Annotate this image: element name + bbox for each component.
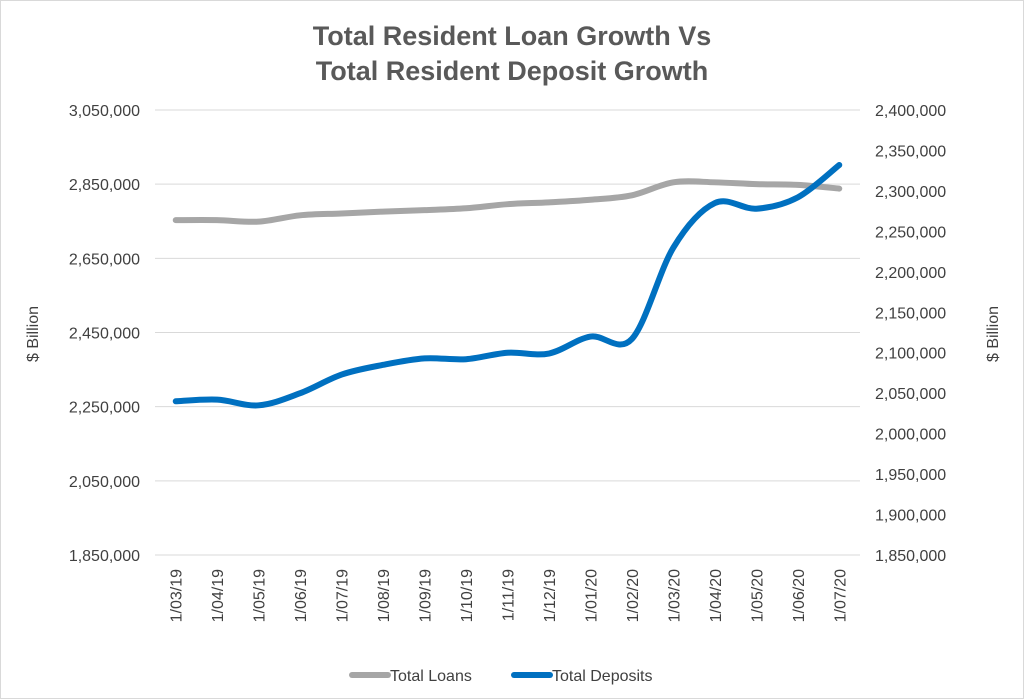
x-tick-label: 1/10/19 [459,569,476,622]
x-tick-label: 1/07/19 [335,569,352,622]
right-tick-label: 2,350,000 [875,143,946,160]
left-axis-ticks: 1,850,000 2,050,000 2,250,000 2,450,000 2,65… [69,103,140,565]
legend-label-total-loans: Total Loans [390,668,472,685]
chart-title-line-1: Total Resident Loan Growth Vs [313,21,712,51]
x-tick-label: 1/01/20 [583,569,600,622]
series-lines [172,162,843,409]
right-tick-label: 2,100,000 [875,346,946,363]
gridlines [155,109,860,556]
left-tick-label: 2,050,000 [69,474,140,491]
x-tick-label: 1/05/19 [252,569,269,622]
x-tick-label: 1/09/19 [418,569,435,622]
right-axis-label: $ Billion [985,306,1002,362]
right-tick-label: 1,950,000 [875,467,946,484]
x-tick-label: 1/06/20 [791,569,808,622]
right-tick-label: 2,150,000 [875,305,946,322]
left-tick-label: 2,650,000 [69,251,140,268]
x-tick-label: 1/02/20 [625,569,642,622]
right-tick-label: 1,900,000 [875,508,946,525]
right-tick-label: 2,250,000 [875,224,946,241]
x-tick-label: 1/07/20 [832,569,849,622]
chart-title-line-2: Total Resident Deposit Growth [316,56,709,86]
legend-label-total-deposits: Total Deposits [552,668,653,685]
left-tick-label: 2,850,000 [69,177,140,194]
x-tick-label: 1/05/20 [749,569,766,622]
left-tick-label: 3,050,000 [69,103,140,120]
series-line-total-loans [172,178,843,225]
x-tick-label: 1/11/19 [501,569,518,621]
right-tick-label: 2,400,000 [875,103,946,120]
right-tick-label: 2,200,000 [875,265,946,282]
legend: Total Loans Total Deposits [349,668,653,685]
left-axis-label: $ Billion [25,306,42,362]
right-tick-label: 2,000,000 [875,427,946,444]
x-tick-label: 1/03/20 [666,569,683,622]
x-tick-label: 1/04/19 [210,569,227,622]
left-tick-label: 2,450,000 [69,326,140,343]
right-tick-label: 2,300,000 [875,184,946,201]
left-tick-label: 2,250,000 [69,400,140,417]
x-tick-label: 1/04/20 [708,569,725,622]
x-tick-label: 1/08/19 [376,569,393,622]
x-tick-label: 1/03/19 [169,569,186,622]
x-axis-ticks: 1/03/19 1/04/19 1/05/19 1/06/19 1/07/19 1/08/… [169,569,850,622]
x-tick-label: 1/06/19 [293,569,310,622]
right-tick-label: 2,050,000 [875,386,946,403]
x-tick-label: 1/12/19 [542,569,559,622]
left-tick-label: 1,850,000 [69,548,140,565]
right-tick-label: 1,850,000 [875,548,946,565]
right-axis-ticks: 1,850,000 1,900,000 1,950,000 2,000,000 2,05… [875,103,946,565]
series-line-total-deposits [172,162,843,409]
